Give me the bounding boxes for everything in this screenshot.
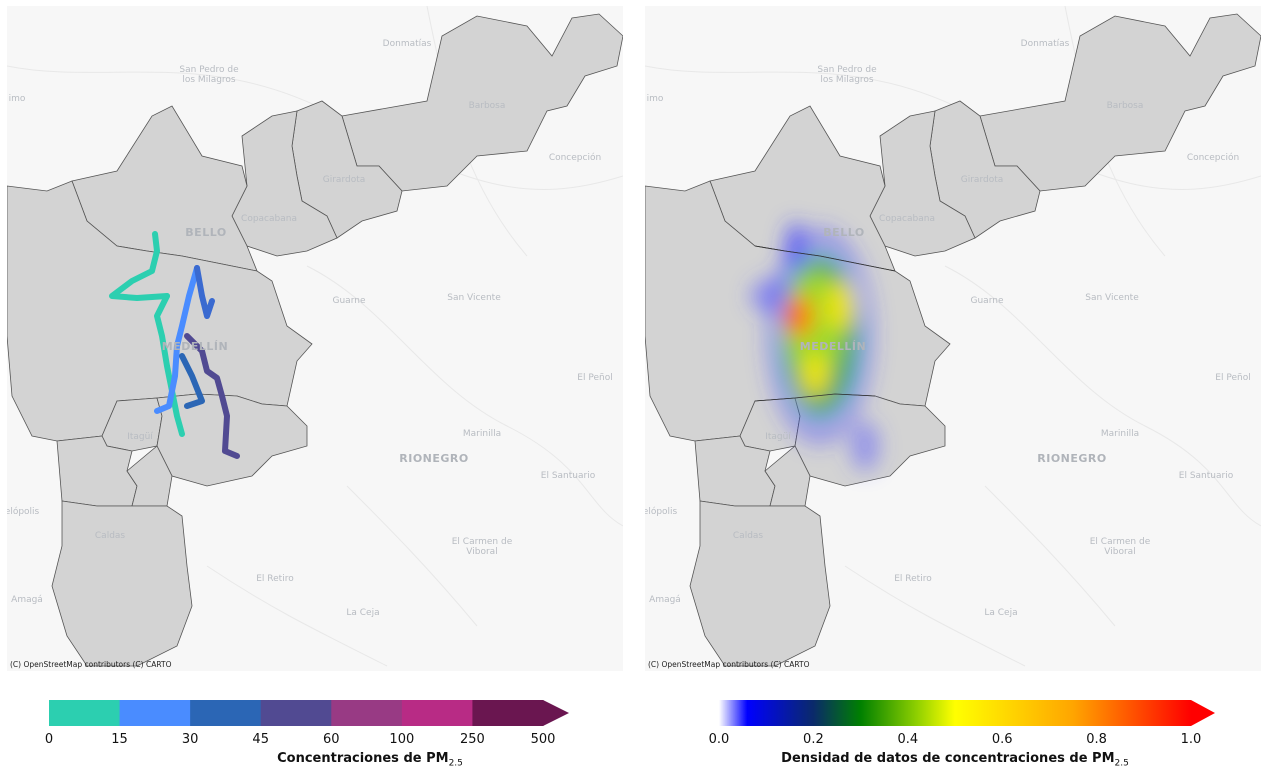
colorbar-tick-label: 0.4 <box>897 732 919 747</box>
place-label: El Retiro <box>894 574 932 584</box>
place-label: El Peñol <box>1215 373 1250 383</box>
place-label: Viboral <box>466 547 497 557</box>
place-label: Amagá <box>11 595 43 605</box>
place-label: La Ceja <box>346 608 379 618</box>
colorbar-segment <box>119 700 191 726</box>
city-label: RIONEGRO <box>1037 452 1106 465</box>
place-label: Concepción <box>549 152 601 163</box>
place-label: Viboral <box>1104 547 1135 557</box>
place-label: El Peñol <box>577 373 612 383</box>
place-label: Barbosa <box>1107 101 1144 111</box>
colorbar-tick-label: 30 <box>181 732 199 747</box>
place-label: Girardota <box>323 175 366 185</box>
colorbar-tick-label: 0.2 <box>803 732 824 747</box>
colorbar-tick-label: 100 <box>389 732 415 747</box>
place-label: Caldas <box>95 531 126 541</box>
city-label: BELLO <box>185 226 226 239</box>
place-label: San Vicente <box>1085 293 1139 303</box>
colorbar-segment <box>190 700 262 726</box>
colorbar-extend-arrow <box>543 700 569 726</box>
place-label: Marinilla <box>1101 429 1139 439</box>
municipalities <box>7 13 623 667</box>
place-label: San Pedro de <box>817 65 877 75</box>
place-label: Concepción <box>1187 152 1239 163</box>
density-heatmap-map: Donmatías San Pedro de los Milagros imo Barb… <box>645 6 1261 671</box>
place-label: El Carmen de <box>1090 537 1151 547</box>
place-label: La Ceja <box>984 608 1017 618</box>
colorbar-tick-label: 45 <box>252 732 269 747</box>
city-label: RIONEGRO <box>399 452 468 465</box>
city-label: MEDELLÍN <box>800 340 866 353</box>
colorbar-tick-label: 0.6 <box>991 732 1013 747</box>
place-label: los Milagros <box>182 75 236 85</box>
place-label: los Milagros <box>820 75 874 85</box>
city-label: MEDELLÍN <box>162 340 228 353</box>
place-label: Copacabana <box>241 214 297 224</box>
colorbar-segment <box>472 700 544 726</box>
pm25-track-map: Donmatías San Pedro de los Milagros imo Barb… <box>7 6 623 671</box>
colorbar-tick-label: 0 <box>44 732 54 747</box>
colorbar-tick-label: 0.8 <box>1086 732 1107 747</box>
map-attribution: (C) OpenStreetMap contributors (C) CARTO <box>648 660 810 669</box>
place-label: Barbosa <box>469 101 506 111</box>
place-label: Caldas <box>733 531 764 541</box>
place-label: imo <box>647 94 664 104</box>
place-label: Itagüí <box>127 432 153 442</box>
place-label: elópolis <box>645 506 678 517</box>
place-label: Itagüí <box>765 432 791 442</box>
colorbar-tick-label: 500 <box>530 732 556 747</box>
place-label: San Vicente <box>447 293 501 303</box>
density-heatmap <box>750 221 880 471</box>
colorbar-tick-label: 15 <box>111 732 128 747</box>
city-label: BELLO <box>823 226 864 239</box>
place-label: Donmatías <box>383 39 432 49</box>
place-label: Donmatías <box>1021 39 1070 49</box>
colorbar-segment <box>260 700 332 726</box>
colorbar-segment <box>401 700 473 726</box>
colorbar-segment <box>49 700 121 726</box>
density-colorbar <box>719 700 1215 726</box>
place-label: San Pedro de <box>179 65 239 75</box>
pm25-colorbar <box>49 700 569 726</box>
colorbar-segment <box>331 700 403 726</box>
place-label: Marinilla <box>463 429 501 439</box>
place-label: El Santuario <box>541 471 596 481</box>
place-label: Copacabana <box>879 214 935 224</box>
density-colorbar-title: Densidad de datos de concentraciones de … <box>781 751 1129 769</box>
place-label: Guarne <box>333 296 366 306</box>
place-label: imo <box>9 94 26 104</box>
colorbar-tick-label: 250 <box>460 732 485 747</box>
place-label: Amagá <box>649 595 681 605</box>
map-attribution: (C) OpenStreetMap contributors (C) CARTO <box>10 660 172 669</box>
place-label: Guarne <box>971 296 1004 306</box>
place-label: El Santuario <box>1179 471 1234 481</box>
place-label: Girardota <box>961 175 1004 185</box>
colorbar-tick-label: 1.0 <box>1180 732 1202 747</box>
place-label: El Retiro <box>256 574 294 584</box>
place-label: elópolis <box>7 506 40 517</box>
pm25-track <box>109 231 240 459</box>
colorbar-tick-label: 0.0 <box>708 732 730 747</box>
colorbar-tick-label: 60 <box>323 732 340 747</box>
pm25-colorbar-title: Concentraciones de PM2.5 <box>277 751 463 769</box>
place-label: El Carmen de <box>452 537 513 547</box>
